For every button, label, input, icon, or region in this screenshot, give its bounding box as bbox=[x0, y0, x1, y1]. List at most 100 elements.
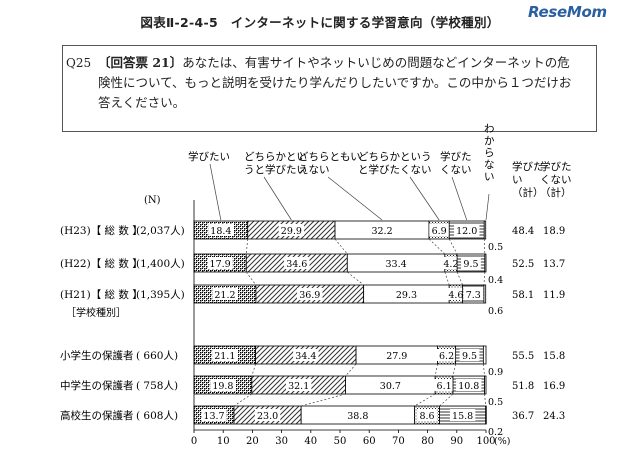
legend-label-vertical: い bbox=[484, 171, 495, 183]
data-label-bg bbox=[417, 409, 437, 421]
data-label: 38.8 bbox=[347, 411, 368, 422]
data-label: 10.8 bbox=[458, 381, 479, 392]
data-label: 33.4 bbox=[385, 259, 406, 270]
data-label: 30.7 bbox=[380, 381, 401, 392]
legend-label: 学びた bbox=[440, 150, 472, 163]
data-label: 32.1 bbox=[288, 381, 309, 392]
x-tick-label: 30 bbox=[275, 436, 288, 447]
data-label: 13.7 bbox=[203, 411, 224, 422]
question-text: 〔回答票 21〕あなたは、有害サイトやネットいじめの問題などインターネットの危険… bbox=[98, 53, 578, 113]
data-label-bg bbox=[441, 257, 461, 269]
data-label-bg bbox=[449, 409, 476, 421]
data-label-bg bbox=[201, 409, 227, 421]
connector-line bbox=[345, 363, 357, 377]
connector-line bbox=[483, 363, 485, 377]
data-label: 27.9 bbox=[386, 351, 407, 362]
total-not-value: 16.9 bbox=[543, 381, 565, 392]
data-label: 34.4 bbox=[295, 351, 316, 362]
data-label-dontknow: 0.5 bbox=[488, 397, 503, 408]
data-label-bg bbox=[207, 257, 233, 269]
data-label-bg bbox=[454, 224, 480, 236]
data-label-bg bbox=[285, 379, 312, 391]
x-tick-label: 80 bbox=[421, 436, 434, 447]
total-not-value: 18.9 bbox=[543, 226, 565, 237]
x-tick-label: 0 bbox=[191, 436, 197, 447]
data-label: 23.0 bbox=[257, 411, 278, 422]
n-header: (N) bbox=[144, 195, 161, 206]
data-label-dontknow: 0.9 bbox=[488, 367, 503, 378]
data-label-bg bbox=[461, 257, 481, 269]
total-want-value: 58.1 bbox=[512, 290, 534, 301]
connector-line bbox=[483, 271, 486, 286]
bar-segment bbox=[485, 405, 487, 425]
data-label: 4.2 bbox=[443, 259, 458, 270]
data-label-bg bbox=[208, 224, 234, 236]
total-want-value: 36.7 bbox=[512, 411, 534, 422]
data-label-bg bbox=[429, 224, 450, 236]
data-label-bg bbox=[434, 379, 454, 391]
bar-segment bbox=[483, 284, 487, 304]
legend-label-vertical: ら bbox=[484, 147, 495, 159]
total-header-want: （計） bbox=[512, 186, 544, 199]
data-label: 6.9 bbox=[432, 226, 447, 237]
legend-label-vertical: な bbox=[484, 159, 495, 171]
bar-segment bbox=[483, 220, 487, 240]
x-tick-label: 50 bbox=[334, 436, 347, 447]
data-label-dontknow: 0.5 bbox=[488, 242, 503, 253]
legend-label: 学びたい bbox=[188, 150, 230, 163]
data-label-bg bbox=[210, 379, 236, 391]
connector-line bbox=[233, 393, 253, 407]
connector-line bbox=[483, 238, 486, 255]
total-header-not: （計） bbox=[540, 186, 572, 199]
x-tick-label: 70 bbox=[392, 436, 405, 447]
legend-leader bbox=[409, 176, 440, 221]
legend-leader bbox=[485, 193, 490, 221]
data-label: 17.9 bbox=[210, 259, 231, 270]
data-label-bg bbox=[278, 224, 305, 236]
total-not-value: 13.7 bbox=[543, 259, 565, 270]
question-body: あなたは、有害サイトやネットいじめの問題などインターネットの危険性について、もっ… bbox=[98, 55, 572, 110]
bar-segment bbox=[484, 253, 487, 273]
data-label: 12.0 bbox=[456, 226, 477, 237]
x-tick-label: 90 bbox=[450, 436, 463, 447]
row-n: (1,395人) bbox=[136, 289, 185, 301]
connector-line bbox=[347, 271, 364, 286]
connector-line bbox=[456, 271, 463, 286]
total-not-value: 24.3 bbox=[543, 411, 565, 422]
row-n: ( 608人) bbox=[136, 410, 178, 422]
total-not-value: 11.9 bbox=[543, 290, 565, 301]
data-label-bg bbox=[212, 288, 238, 300]
data-label-bg bbox=[459, 349, 480, 361]
x-tick-label: 10 bbox=[217, 436, 230, 447]
data-label-dontknow: 0.2 bbox=[488, 427, 503, 438]
total-header-want: い bbox=[512, 174, 523, 186]
connector-line bbox=[334, 238, 348, 255]
data-label: 9.5 bbox=[462, 351, 477, 362]
x-tick-label: 100 bbox=[476, 436, 495, 447]
row-label: 高校生の保護者 bbox=[60, 409, 134, 422]
legend-label: と学びたくない bbox=[358, 163, 432, 176]
data-label: 18.4 bbox=[210, 226, 231, 237]
data-label: 34.6 bbox=[286, 259, 307, 270]
data-label: 36.9 bbox=[299, 290, 320, 301]
legend-label: どちらかとい bbox=[244, 151, 307, 163]
legend-label-vertical: わ bbox=[484, 123, 495, 135]
row-n: ( 758人) bbox=[136, 380, 178, 392]
data-label-dontknow: 0.6 bbox=[488, 306, 503, 317]
row-n: ( 660人) bbox=[136, 350, 178, 362]
x-tick-label: 60 bbox=[363, 436, 376, 447]
total-want-value: 51.8 bbox=[512, 381, 534, 392]
legend-label: うと学びたい bbox=[244, 163, 307, 176]
legend-label: えない bbox=[298, 164, 330, 176]
connector-line bbox=[444, 271, 450, 286]
connector-line bbox=[434, 363, 438, 377]
question-box bbox=[62, 45, 597, 132]
data-label-bg bbox=[284, 257, 310, 269]
row-label: (H22)【 総 数 】 bbox=[60, 257, 143, 270]
data-label: 7.3 bbox=[466, 290, 481, 301]
connector-line bbox=[448, 238, 458, 255]
row-n: (2,037人) bbox=[136, 225, 185, 237]
data-label: 6.2 bbox=[439, 351, 454, 362]
legend-leader bbox=[451, 176, 468, 221]
connector-line bbox=[439, 393, 454, 407]
